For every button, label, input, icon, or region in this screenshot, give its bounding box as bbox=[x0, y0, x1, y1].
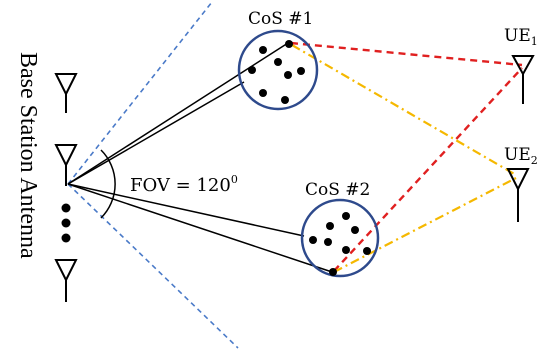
cos2-scatterer bbox=[309, 236, 317, 244]
cos2-scatterer bbox=[351, 226, 359, 234]
fov-arc bbox=[100, 149, 116, 219]
antenna-title: Base Station Antenna bbox=[15, 52, 41, 259]
red-path-cos1-ue1 bbox=[290, 41, 523, 67]
cos2-circle bbox=[300, 198, 380, 278]
cos2-scatterer bbox=[324, 238, 332, 246]
cos1-scatterer bbox=[297, 67, 305, 75]
cos2-scatterer bbox=[342, 212, 350, 220]
cos1-scatterer bbox=[281, 96, 289, 104]
bs-antenna-bottom bbox=[54, 259, 78, 302]
red-path-cos2-ue1 bbox=[333, 67, 523, 272]
ue1-label-sub: 1 bbox=[531, 35, 538, 48]
cos2-scatterers bbox=[309, 212, 371, 276]
cos2-scatterer bbox=[329, 268, 337, 276]
cos2-scatterer bbox=[342, 246, 350, 254]
cos1-circle bbox=[237, 29, 319, 111]
cos1-scatterer bbox=[285, 40, 293, 48]
fov-lower-boundary bbox=[67, 183, 239, 349]
cos1-label: CoS #1 bbox=[248, 9, 313, 29]
fov-label-sup: 0 bbox=[231, 173, 238, 186]
fov-label-text: FOV = 120 bbox=[130, 175, 231, 196]
bs-to-cos1-line-bottom bbox=[67, 81, 245, 185]
ue1-antenna bbox=[511, 55, 535, 104]
bs-antenna-middle bbox=[54, 144, 78, 186]
bs-antenna-top bbox=[54, 73, 78, 113]
cos1-scatterer bbox=[259, 89, 267, 97]
fov-upper-boundary bbox=[67, 1, 213, 185]
ue1-label-base: UE bbox=[504, 26, 531, 46]
cos1-scatterer bbox=[248, 66, 256, 74]
bs-to-cos2-line-top bbox=[67, 183, 305, 237]
yellow-path-cos1-ue2 bbox=[291, 44, 517, 176]
fov-label: FOV = 1200 bbox=[130, 173, 238, 196]
cos1-scatterer bbox=[274, 58, 282, 66]
ue1-label: UE1 bbox=[504, 26, 538, 48]
bs-to-cos1-line-top bbox=[67, 42, 289, 185]
cos1-scatterer bbox=[284, 71, 292, 79]
cos1-scatterers bbox=[248, 40, 305, 104]
cos2-scatterer bbox=[363, 247, 371, 255]
ue2-label: UE2 bbox=[504, 145, 538, 167]
cos1-scatterer bbox=[259, 46, 267, 54]
yellow-path-cos2-ue2 bbox=[333, 177, 517, 273]
ue2-label-base: UE bbox=[504, 145, 531, 165]
ue2-antenna bbox=[506, 168, 530, 222]
ue2-label-sub: 2 bbox=[531, 154, 538, 167]
cos2-scatterer bbox=[326, 222, 334, 230]
bs-antenna-ellipsis bbox=[61, 203, 71, 243]
bs-to-cos2-line-bottom bbox=[67, 183, 333, 273]
cos2-label: CoS #2 bbox=[305, 180, 370, 200]
